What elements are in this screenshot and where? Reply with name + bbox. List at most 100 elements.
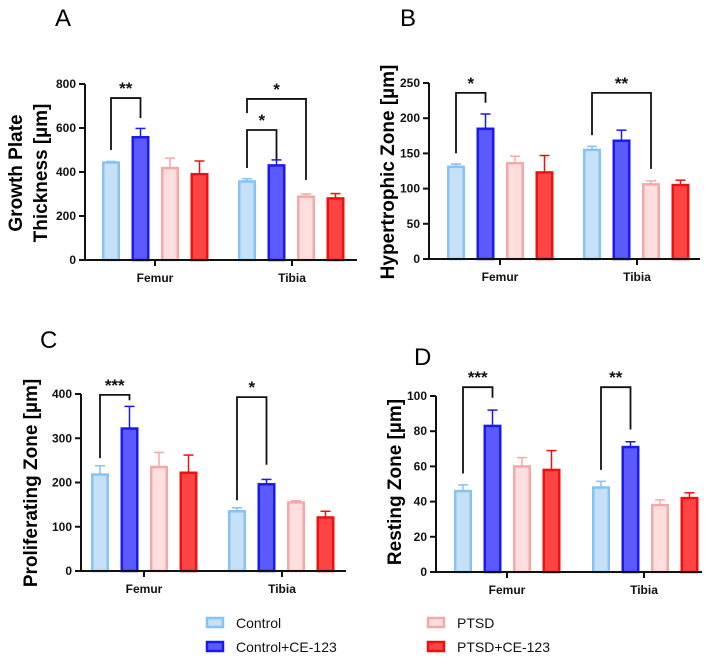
significance-bracket <box>99 393 131 459</box>
legend-label: Control <box>236 615 281 631</box>
significance-label: * <box>273 80 280 99</box>
x-tick-label: Tibia <box>630 583 658 597</box>
y-tick-label: 0 <box>65 564 72 578</box>
bar-tibia-1 <box>621 445 640 574</box>
y-tick-label: 0 <box>413 252 420 266</box>
bar-femur-3 <box>542 468 561 574</box>
legend-label: PTSD+CE-123 <box>457 639 550 655</box>
y-tick-label: 250 <box>400 76 420 90</box>
bar-femur-1 <box>131 135 150 262</box>
bar-femur-3 <box>190 172 209 262</box>
significance-label: *** <box>468 368 488 387</box>
bar-femur-1 <box>120 427 139 573</box>
y-tick-label: 300 <box>52 431 72 445</box>
panel-d: D Resting Zone [µm] 0 20 40 60 80 100 Femur Tibia… <box>385 344 702 597</box>
y-tick-label: 200 <box>400 111 420 125</box>
y-axis-label: Growth Plate <box>6 114 27 231</box>
y-tick-label: 0 <box>420 565 427 579</box>
bar-tibia-2 <box>297 195 315 262</box>
bar-femur-3 <box>179 471 198 573</box>
bar-femur-2 <box>506 162 524 261</box>
bar-femur-0 <box>91 473 109 573</box>
y-axis-label: Thickness [µm] <box>31 104 52 243</box>
significance-bracket <box>246 129 278 169</box>
x-tick-label: Femur <box>482 270 519 284</box>
x-tick-label: Tibia <box>268 582 296 596</box>
bar-tibia-1 <box>257 483 276 573</box>
significance-bracket <box>246 98 307 180</box>
y-axis-label: Resting Zone [µm] <box>385 399 406 565</box>
y-tick-label: 100 <box>400 182 420 196</box>
significance-label: * <box>248 378 255 397</box>
bar-tibia-1 <box>267 164 286 262</box>
significance-bracket <box>591 91 652 169</box>
significance-label: ** <box>609 368 623 387</box>
legend: Control Control+CE-123 PTSD PTSD+CE-123 <box>205 615 550 655</box>
significance-bracket <box>110 97 142 150</box>
bar-femur-3 <box>535 171 554 261</box>
panel-c: C Proliferating Zone [µm] 0 100 200 300 400 Fem… <box>21 327 346 596</box>
panel-b: B Hypertrophic Zone [µm] 0 50 100 150 200 250 Fe… <box>378 5 700 284</box>
y-tick-label: 0 <box>69 253 76 267</box>
significance-label: ** <box>615 74 629 93</box>
bar-femur-1 <box>476 127 495 261</box>
panel-label: B <box>400 5 416 32</box>
bar-tibia-2 <box>642 183 660 261</box>
legend-label: PTSD <box>457 615 494 631</box>
bar-tibia-3 <box>680 496 699 574</box>
bar-femur-2 <box>150 465 168 573</box>
significance-label: * <box>467 74 474 93</box>
bar-tibia-3 <box>671 183 690 261</box>
panel-a: A Growth Plate Thickness [µm] 0 200 400 600 800… <box>6 5 357 285</box>
y-tick-label: 800 <box>56 77 76 91</box>
bar-tibia-0 <box>592 486 610 574</box>
y-tick-label: 600 <box>56 121 76 135</box>
y-axis-label: Proliferating Zone [µm] <box>21 379 42 587</box>
legend-label: Control+CE-123 <box>236 639 337 655</box>
y-tick-label: 60 <box>414 459 428 473</box>
bar-femur-0 <box>102 161 120 262</box>
significance-label: * <box>258 111 265 130</box>
bar-tibia-0 <box>583 148 601 261</box>
significance-label: ** <box>119 79 133 98</box>
panel-label: D <box>414 344 431 371</box>
bar-tibia-0 <box>228 510 246 573</box>
significance-bracket <box>236 396 268 501</box>
bar-tibia-0 <box>238 180 256 262</box>
bar-femur-2 <box>513 465 531 574</box>
bar-tibia-1 <box>612 139 631 261</box>
y-axis-label: Hypertrophic Zone [µm] <box>378 65 399 280</box>
legend-swatch <box>205 616 225 629</box>
x-tick-label: Tibia <box>623 270 651 284</box>
significance-bracket <box>600 386 632 470</box>
legend-swatch <box>426 616 446 629</box>
y-tick-label: 400 <box>56 165 76 179</box>
x-tick-label: Femur <box>489 583 526 597</box>
bar-tibia-2 <box>651 503 669 574</box>
y-tick-label: 100 <box>52 520 72 534</box>
bar-femur-0 <box>447 165 465 261</box>
bar-tibia-3 <box>316 516 335 573</box>
x-tick-label: Femur <box>126 582 163 596</box>
legend-swatch <box>426 640 446 653</box>
y-tick-label: 100 <box>407 389 427 403</box>
panel-label: A <box>55 5 71 32</box>
bar-tibia-2 <box>287 501 305 573</box>
y-tick-label: 20 <box>414 530 428 544</box>
significance-label: *** <box>105 376 125 395</box>
y-tick-label: 150 <box>400 146 420 160</box>
y-tick-label: 400 <box>52 387 72 401</box>
x-tick-label: Femur <box>137 271 174 285</box>
legend-swatch <box>205 640 225 653</box>
y-tick-label: 40 <box>414 495 428 509</box>
bar-femur-1 <box>483 424 502 574</box>
bar-femur-0 <box>454 489 472 574</box>
y-tick-label: 200 <box>56 209 76 223</box>
y-tick-label: 80 <box>414 424 428 438</box>
panel-label: C <box>40 327 57 354</box>
significance-bracket <box>455 91 487 154</box>
bar-tibia-3 <box>326 197 345 262</box>
bar-femur-2 <box>161 166 179 262</box>
